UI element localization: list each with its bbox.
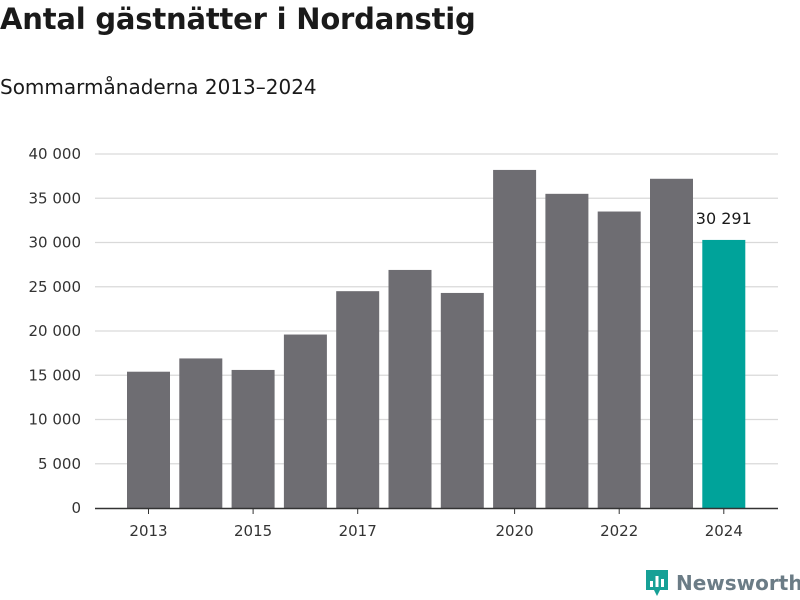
chart-title: Antal gästnätter i Nordanstig xyxy=(0,2,476,36)
bar-2017 xyxy=(336,291,380,508)
brand-name: Newsworthy xyxy=(676,571,800,595)
bar-2016 xyxy=(283,334,327,508)
x-axis-ticks: 2013 2015 2017 2020 2022 2024 xyxy=(129,508,743,540)
x-tick-label: 2024 xyxy=(705,522,743,540)
bars xyxy=(127,169,746,508)
data-labels: 30 291 xyxy=(696,209,752,228)
data-label-2024: 30 291 xyxy=(696,209,752,228)
x-tick-label: 2017 xyxy=(339,522,377,540)
y-tick-label: 15 000 xyxy=(29,366,82,384)
y-tick-label: 40 000 xyxy=(29,145,82,163)
bar-2022 xyxy=(597,211,641,508)
bar-chart-logo-icon xyxy=(646,570,668,596)
y-tick-label: 35 000 xyxy=(29,189,82,207)
bar-2014 xyxy=(179,358,223,508)
bar-2021 xyxy=(545,193,589,508)
y-tick-label: 25 000 xyxy=(29,278,82,296)
bar-2015 xyxy=(231,369,275,508)
x-tick-label: 2020 xyxy=(496,522,534,540)
y-tick-label: 5 000 xyxy=(38,455,81,473)
y-tick-label: 20 000 xyxy=(29,322,82,340)
brand-logo: Newsworthy xyxy=(644,568,800,598)
bar-2023 xyxy=(650,178,693,508)
y-tick-label: 10 000 xyxy=(29,411,82,429)
bar-2018 xyxy=(388,269,432,508)
bar-2024 xyxy=(702,239,746,508)
bar-2019 xyxy=(440,292,484,508)
x-tick-label: 2022 xyxy=(600,522,638,540)
chart-subtitle: Sommarmånaderna 2013–2024 xyxy=(0,75,317,99)
bar-2020 xyxy=(493,169,537,508)
bar-2013 xyxy=(127,371,170,508)
x-tick-label: 2015 xyxy=(234,522,272,540)
y-axis-ticks: 0 5 000 10 000 15 000 20 000 25 000 30 000 35 0… xyxy=(29,145,82,517)
y-tick-label: 0 xyxy=(71,499,81,517)
x-tick-label: 2013 xyxy=(129,522,167,540)
y-tick-label: 30 000 xyxy=(29,234,82,252)
